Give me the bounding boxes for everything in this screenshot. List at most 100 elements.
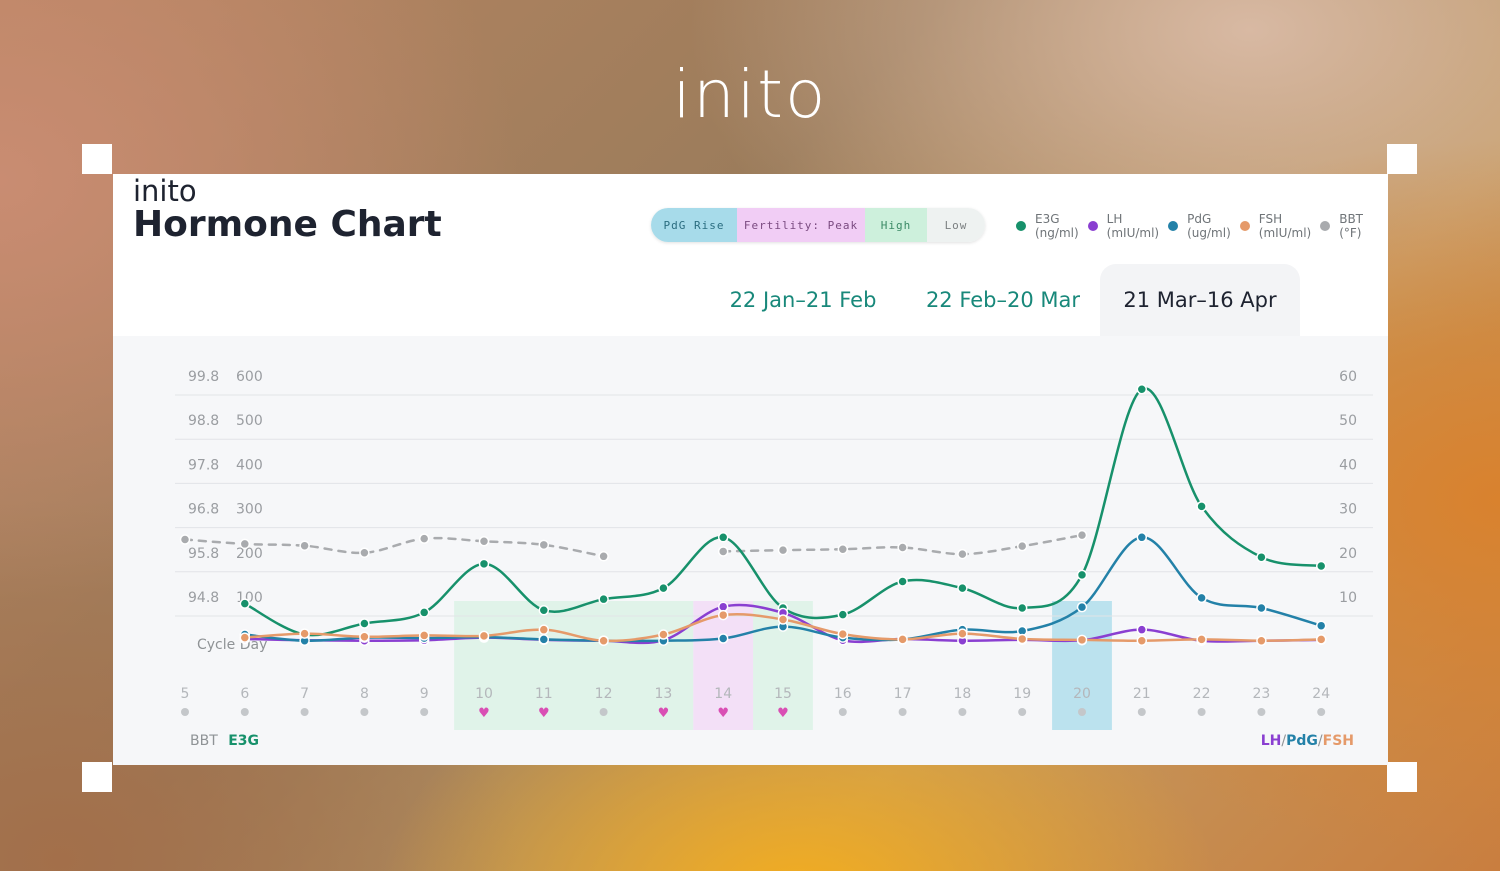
fsh-data-point [1315, 634, 1327, 645]
right-tick-label: 50 [1339, 413, 1357, 429]
bbt-tick-label: 95.8 [188, 546, 219, 562]
bbt-tick-label: 99.8 [188, 369, 219, 385]
right-tick-label: 30 [1339, 502, 1357, 518]
axis-tag-pdg: PdG [1286, 733, 1318, 749]
e3g-data-point [897, 576, 908, 587]
day-tick-label: 23 [1252, 686, 1270, 702]
legend-unit: (°F) [1339, 226, 1362, 240]
pdg-data-point [717, 633, 729, 644]
heart-icon: ♥ [478, 706, 490, 721]
bbt-data-point [239, 538, 251, 550]
day-dot-marker [240, 708, 249, 716]
day-tick-label: 11 [535, 686, 553, 702]
crop-handle-bottom-right[interactable] [1387, 762, 1417, 792]
fsh-data-point [1016, 633, 1028, 645]
e3g-data-point [957, 582, 968, 594]
fsh-data-point [418, 630, 430, 641]
bbt-data-point [538, 539, 550, 551]
right-tick-label: 40 [1339, 457, 1357, 473]
day-dot-marker [1018, 708, 1027, 716]
e3g-tick-label: 500 [236, 413, 263, 429]
fsh-legend-dot [1239, 221, 1250, 231]
day-tick-label: 13 [654, 686, 672, 702]
fsh-data-point [777, 614, 789, 625]
day-tick-label: 12 [595, 686, 613, 702]
fsh-data-point [1136, 635, 1148, 646]
band-fertility_peak [693, 601, 754, 730]
left-axis-tags: BBT E3G [190, 733, 259, 749]
e3g-data-point [837, 609, 849, 620]
day-tick-label: 7 [300, 686, 309, 702]
bbt-tick-label: 98.8 [188, 413, 219, 429]
bbt-data-point [478, 536, 490, 547]
crop-handle-top-right[interactable] [1387, 144, 1417, 174]
tab-cycle-1[interactable]: 22 Jan–21 Feb [729, 288, 877, 312]
card-brand-logo: inito [133, 174, 197, 208]
legend-low: Low [927, 208, 985, 242]
crop-handle-bottom-left[interactable] [82, 762, 112, 792]
pdg-data-point [538, 634, 550, 645]
tab-cycle-2[interactable]: 22 Feb–20 Mar [925, 288, 1081, 312]
axis-tag-sep: / [1317, 733, 1323, 749]
bbt-data-point [777, 544, 789, 556]
e3g-series-line [243, 387, 1323, 637]
pdg-legend-dot [1168, 221, 1179, 231]
day-tick-label: 17 [894, 686, 912, 702]
bbt-data-point [717, 546, 729, 557]
heart-icon: ♥ [777, 706, 789, 721]
fsh-data-point [1076, 634, 1088, 646]
day-dot-marker [420, 708, 429, 716]
crop-handle-top-left[interactable] [82, 144, 112, 174]
legend-high: High [865, 208, 927, 242]
legend-fertility-peak: Fertility: Peak [737, 208, 865, 242]
tab-cycle-3[interactable]: 21 Mar–16 Apr [1100, 264, 1300, 336]
e3g-tick-label: 200 [236, 546, 263, 562]
e3g-data-point [359, 618, 370, 629]
fsh-data-point [957, 628, 968, 639]
legend-name: FSH [1258, 212, 1283, 226]
pdg-data-point [1076, 601, 1088, 613]
day-tick-label: 16 [834, 686, 852, 702]
bbt-data-point [1016, 540, 1028, 552]
day-tick-label: 8 [360, 686, 369, 702]
bbt-data-point [837, 543, 849, 555]
e3g-data-point [478, 558, 490, 570]
bbt-tick-label: 96.8 [188, 502, 219, 518]
e3g-tick-label: 300 [236, 502, 263, 518]
axis-tag-sep: / [1281, 733, 1287, 749]
day-tick-label: 21 [1133, 686, 1151, 702]
fsh-data-point [1256, 635, 1267, 646]
band-high [454, 601, 694, 730]
bbt-legend-dot [1320, 221, 1331, 231]
bbt-tick-label: 97.8 [188, 457, 219, 473]
axis-tag-lh: LH [1260, 733, 1282, 749]
day-tick-label: 15 [774, 686, 792, 702]
legend-item-fsh: FSH (mIU/ml) [1239, 212, 1312, 240]
day-dot-marker [1078, 708, 1086, 716]
legend-name: LH [1106, 212, 1123, 226]
fsh-data-point [598, 635, 609, 646]
legend-unit: (mIU/ml) [1258, 226, 1312, 240]
e3g-data-point [1256, 551, 1267, 563]
legend-item-pdg: PdG (ug/ml) [1168, 212, 1231, 240]
day-tick-label: 6 [240, 686, 249, 702]
legend-item-e3g: E3G (ng/ml) [1016, 212, 1079, 240]
day-tick-label: 18 [953, 686, 971, 702]
day-dot-marker [181, 708, 189, 716]
right-axis-tags: LH/PdG/FSH [1261, 733, 1354, 749]
e3g-data-point [717, 532, 729, 543]
chart-area: 99.8 600 98.8 500 97.8 400 96.8 300 95.8 200 94.8 1… [113, 336, 1388, 765]
e3g-data-point [418, 607, 430, 618]
right-tick-label: 60 [1339, 369, 1357, 385]
pdg-data-point [1315, 620, 1327, 631]
fsh-data-point [658, 629, 669, 640]
bbt-data-point [418, 533, 430, 544]
right-tick-label: 20 [1339, 546, 1357, 562]
bbt-data-point [897, 542, 908, 553]
bbt-data-point [1076, 529, 1088, 541]
day-tick-label: 10 [475, 686, 493, 702]
e3g-data-point [1136, 384, 1148, 395]
e3g-data-point [598, 593, 609, 605]
heart-icon: ♥ [538, 706, 550, 721]
fsh-data-point [1196, 634, 1207, 645]
